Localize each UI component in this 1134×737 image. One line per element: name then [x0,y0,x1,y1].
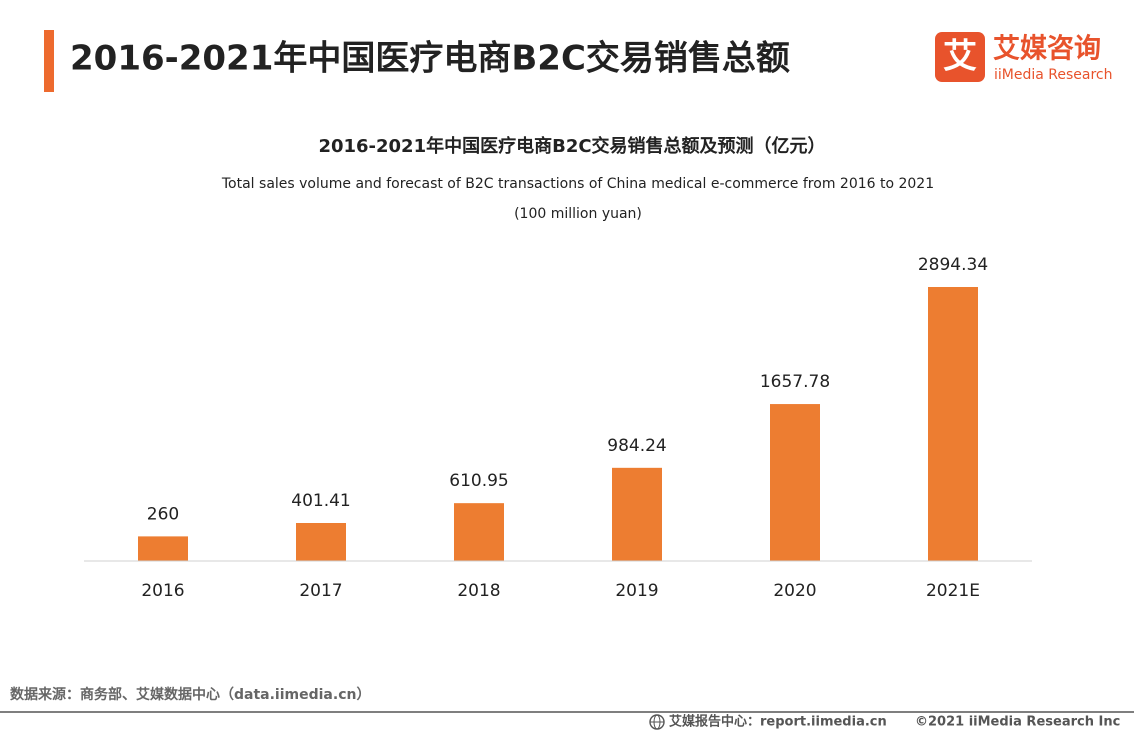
bar [138,536,188,561]
bar [770,404,820,561]
source: 数据来源：商务部、艾媒数据中心（data.iimedia.cn） [10,686,370,703]
x-tick-label: 2016 [141,581,184,601]
x-tick-label: 2017 [299,581,342,601]
chart-subtitle: Total sales volume and forecast of B2C t… [221,176,934,192]
bar [454,503,504,561]
value-label: 2894.34 [918,255,988,275]
page-title: 2016-2021年中国医疗电商B2C交易销售总额 [70,39,790,79]
value-label: 260 [147,504,179,524]
logo-en: iiMedia Research [994,67,1113,83]
footer-copyright: ©2021 iiMedia Research Inc [915,715,1120,730]
chart-unit: (100 million yuan) [514,206,642,222]
logo-cn: 艾媒咨询 [993,33,1101,65]
value-label: 1657.78 [760,372,830,392]
footer-report: 艾媒报告中心：report.iimedia.cn [669,714,887,730]
chart-title: 2016-2021年中国医疗电商B2C交易销售总额及预测（亿元） [318,135,825,157]
plot: 2016 260 2017 401.41 2018 610.95 2019 984.24 202… [138,255,988,601]
logo-mark: 艾 [943,37,977,77]
value-label: 984.24 [607,436,666,456]
bar [296,522,346,561]
logo-mark-bg [935,32,985,82]
x-tick-label: 2020 [773,581,816,601]
x-tick-label: 2018 [457,581,500,601]
title-accent [44,30,54,92]
x-tick-label: 2021E [926,581,980,601]
value-label: 401.41 [291,491,350,511]
value-label: 610.95 [449,471,508,491]
bar [612,467,662,561]
x-tick-label: 2019 [615,581,658,601]
bar [928,287,978,561]
globe-icon [649,714,665,730]
